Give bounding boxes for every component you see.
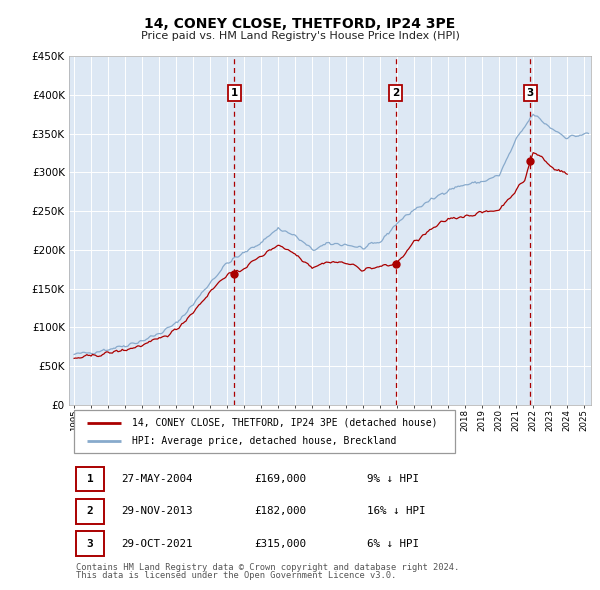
Text: 1: 1 bbox=[87, 474, 94, 484]
Text: 1: 1 bbox=[230, 88, 238, 98]
Text: £315,000: £315,000 bbox=[254, 539, 307, 549]
Text: 14, CONEY CLOSE, THETFORD, IP24 3PE: 14, CONEY CLOSE, THETFORD, IP24 3PE bbox=[145, 17, 455, 31]
Text: 2: 2 bbox=[392, 88, 399, 98]
FancyBboxPatch shape bbox=[76, 499, 104, 524]
Text: 2: 2 bbox=[87, 506, 94, 516]
Text: 6% ↓ HPI: 6% ↓ HPI bbox=[367, 539, 419, 549]
Text: 3: 3 bbox=[87, 539, 94, 549]
Text: 3: 3 bbox=[527, 88, 534, 98]
Text: 27-MAY-2004: 27-MAY-2004 bbox=[121, 474, 193, 484]
Text: 16% ↓ HPI: 16% ↓ HPI bbox=[367, 506, 425, 516]
FancyBboxPatch shape bbox=[74, 410, 455, 453]
Text: £182,000: £182,000 bbox=[254, 506, 307, 516]
Text: £169,000: £169,000 bbox=[254, 474, 307, 484]
FancyBboxPatch shape bbox=[76, 467, 104, 491]
Text: 9% ↓ HPI: 9% ↓ HPI bbox=[367, 474, 419, 484]
Text: 29-OCT-2021: 29-OCT-2021 bbox=[121, 539, 193, 549]
Text: Contains HM Land Registry data © Crown copyright and database right 2024.: Contains HM Land Registry data © Crown c… bbox=[76, 563, 459, 572]
Text: Price paid vs. HM Land Registry's House Price Index (HPI): Price paid vs. HM Land Registry's House … bbox=[140, 31, 460, 41]
Text: 29-NOV-2013: 29-NOV-2013 bbox=[121, 506, 193, 516]
FancyBboxPatch shape bbox=[76, 532, 104, 556]
Text: This data is licensed under the Open Government Licence v3.0.: This data is licensed under the Open Gov… bbox=[76, 571, 396, 580]
Text: 14, CONEY CLOSE, THETFORD, IP24 3PE (detached house): 14, CONEY CLOSE, THETFORD, IP24 3PE (det… bbox=[131, 418, 437, 428]
Text: HPI: Average price, detached house, Breckland: HPI: Average price, detached house, Brec… bbox=[131, 436, 396, 446]
